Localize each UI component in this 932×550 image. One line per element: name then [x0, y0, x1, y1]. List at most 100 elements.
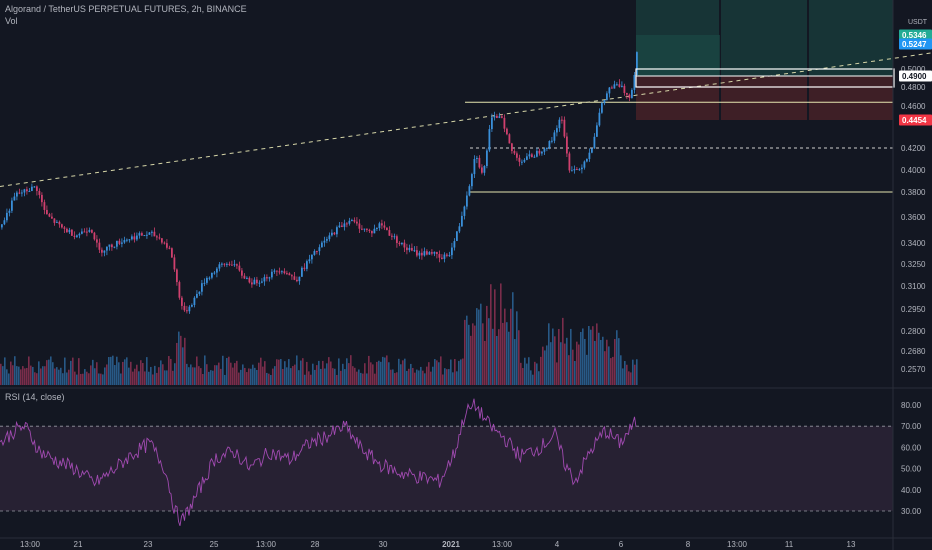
candle-body: [403, 242, 406, 248]
volume-bar: [158, 367, 160, 385]
rsi-tick-label: 30.00: [901, 507, 922, 516]
trendline: [0, 52, 932, 187]
volume-bar: [582, 328, 584, 385]
volume-bar: [480, 303, 482, 385]
volume-bar: [492, 328, 494, 385]
candle-body: [528, 154, 531, 157]
volume-bar: [526, 363, 528, 385]
candle-body: [51, 216, 53, 219]
candle-body: [496, 115, 498, 118]
candle-body: [63, 227, 66, 229]
candle-body: [366, 228, 368, 230]
volume-bar: [490, 284, 492, 385]
volume-bar: [14, 356, 16, 385]
volume-bar: [468, 324, 470, 385]
volume-bar: [408, 368, 410, 385]
volume-bar: [614, 339, 616, 385]
candle-body: [123, 240, 126, 243]
time-tick-label: 30: [379, 540, 388, 549]
volume-bar: [244, 367, 246, 385]
volume-bar: [258, 362, 260, 385]
volume-bar: [342, 363, 344, 385]
candle-body: [498, 116, 501, 118]
volume-bar: [194, 367, 196, 385]
candle-body: [268, 277, 271, 279]
volume-bar: [248, 368, 250, 385]
candle-body: [558, 119, 561, 129]
volume-bar: [636, 359, 638, 385]
volume-bar: [346, 358, 348, 385]
candle-body: [233, 264, 236, 266]
rsi-panel: [0, 387, 932, 526]
candle-body: [53, 218, 56, 223]
volume-bar: [344, 369, 346, 385]
rsi-tick-label: 50.00: [901, 465, 922, 474]
volume-bar: [78, 358, 80, 385]
volume-bar: [446, 369, 448, 385]
volume-bar: [428, 362, 430, 385]
volume-bar: [12, 365, 14, 385]
volume-bar: [450, 359, 452, 385]
volume-bar: [524, 357, 526, 385]
volume-bar: [584, 338, 586, 385]
candle-body: [208, 277, 211, 279]
volume-bar: [588, 325, 590, 385]
volume-bar: [546, 345, 548, 385]
candle-body: [501, 116, 503, 118]
volume-bar: [320, 368, 322, 385]
candle-body: [331, 232, 333, 236]
candle-body: [71, 229, 73, 236]
volume-bar: [288, 359, 290, 385]
volume-bar: [470, 335, 472, 385]
volume-bar: [100, 373, 102, 385]
volume-bar: [630, 372, 632, 385]
candle-body: [183, 305, 186, 311]
currency-label: USDT: [908, 19, 928, 26]
volume-bar: [538, 371, 540, 385]
volume-bar: [366, 373, 368, 385]
volume-bar: [324, 368, 326, 385]
candle-body: [171, 248, 173, 258]
volume-bar: [374, 373, 376, 385]
volume-bar: [52, 362, 54, 385]
candle-body: [441, 257, 443, 259]
volume-bar: [252, 364, 254, 385]
candle-body: [533, 156, 536, 158]
volume-bar: [80, 373, 82, 385]
candle-body: [108, 244, 111, 247]
volume-bar: [206, 364, 208, 385]
candle-body: [273, 270, 276, 272]
volume-bar: [370, 362, 372, 385]
candle-body: [96, 239, 98, 243]
volume-bar: [102, 374, 104, 385]
candle-body: [493, 115, 496, 118]
volume-bar: [504, 308, 506, 385]
volume-bar: [156, 372, 158, 385]
candle-body: [281, 271, 283, 273]
candle-body: [591, 148, 593, 153]
candle-body: [538, 150, 541, 154]
candle-body: [68, 229, 71, 233]
volume-bar: [66, 372, 68, 385]
candle-body: [386, 227, 388, 231]
volume-bar: [312, 363, 314, 385]
volume-bar: [130, 361, 132, 385]
volume-bar: [306, 361, 308, 385]
volume-bar: [390, 369, 392, 385]
candle-body: [488, 129, 491, 151]
volume-bar: [332, 368, 334, 385]
volume-bar: [204, 355, 206, 385]
rsi-tick-label: 60.00: [901, 443, 922, 452]
candle-body: [381, 223, 383, 226]
candle-body: [561, 119, 563, 121]
volume-bar: [290, 368, 292, 385]
volume-bar: [484, 340, 486, 385]
candle-body: [598, 112, 601, 126]
volume-bar: [94, 368, 96, 385]
candle-body: [433, 251, 436, 254]
rsi-tick-label: 70.00: [901, 422, 922, 431]
candle-body: [536, 150, 538, 157]
volume-bar: [284, 361, 286, 385]
volume-bar: [144, 371, 146, 385]
